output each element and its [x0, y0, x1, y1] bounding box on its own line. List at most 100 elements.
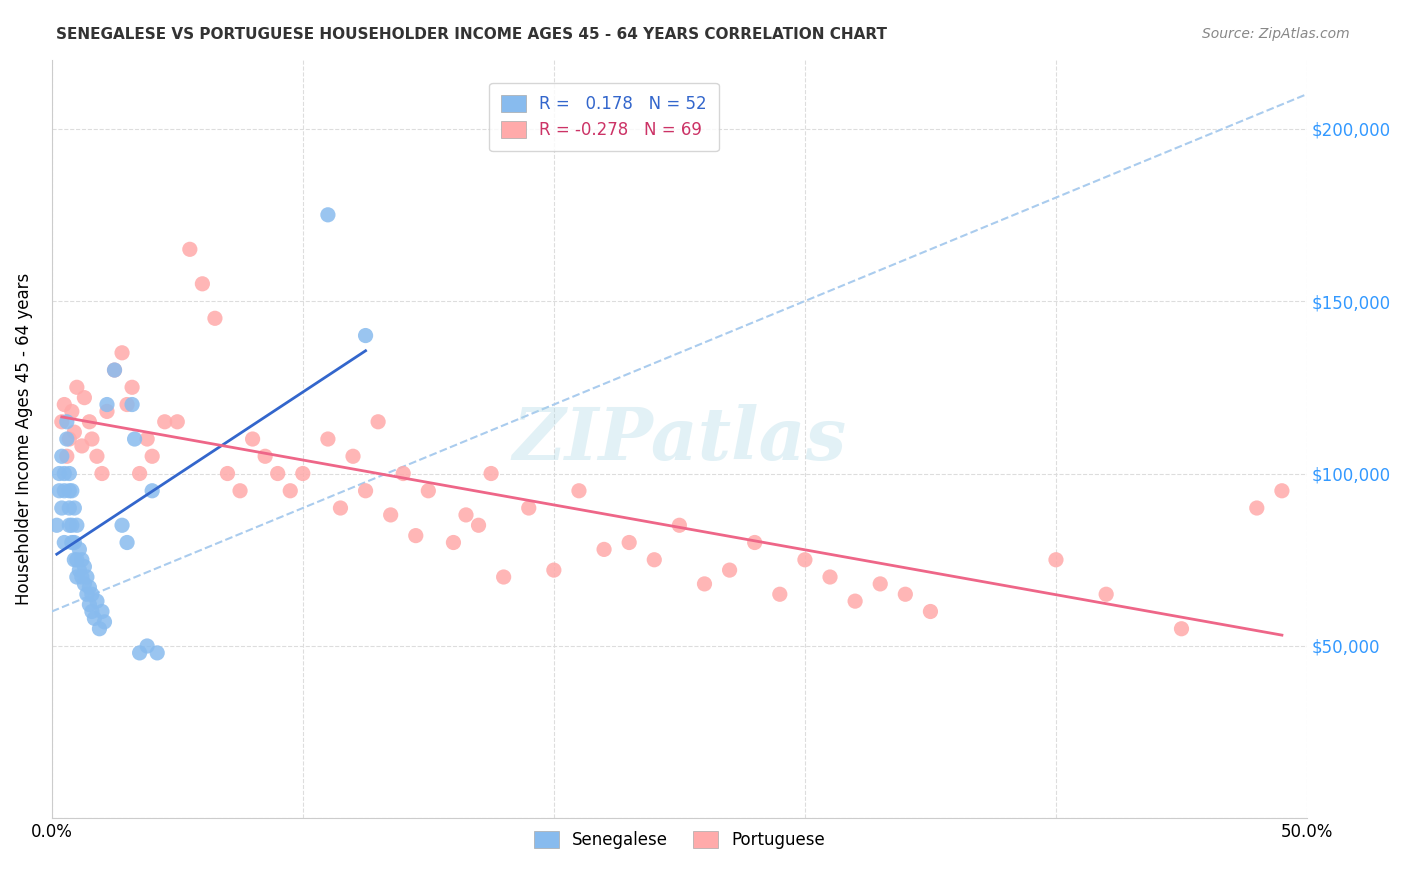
Point — [254, 450, 277, 464]
Point — [128, 467, 150, 481]
Point — [103, 363, 125, 377]
Point — [121, 380, 143, 394]
Point — [121, 398, 143, 412]
Point — [63, 535, 86, 549]
Point — [96, 404, 118, 418]
Point — [844, 594, 866, 608]
Point — [66, 518, 89, 533]
Point — [769, 587, 792, 601]
Point — [568, 483, 591, 498]
Point — [316, 208, 339, 222]
Point — [53, 398, 76, 412]
Point — [124, 432, 146, 446]
Point — [66, 553, 89, 567]
Point — [229, 483, 252, 498]
Point — [153, 415, 176, 429]
Point — [60, 483, 83, 498]
Point — [380, 508, 402, 522]
Point — [744, 535, 766, 549]
Point — [693, 577, 716, 591]
Point — [60, 404, 83, 418]
Point — [73, 577, 96, 591]
Point — [67, 542, 90, 557]
Point — [70, 439, 93, 453]
Point — [454, 508, 477, 522]
Point — [48, 467, 70, 481]
Point — [86, 450, 108, 464]
Point — [66, 380, 89, 394]
Point — [51, 450, 73, 464]
Point — [58, 432, 80, 446]
Point — [793, 553, 815, 567]
Point — [111, 518, 134, 533]
Point — [278, 483, 301, 498]
Point — [79, 415, 101, 429]
Point — [329, 501, 352, 516]
Point — [76, 570, 98, 584]
Point — [405, 528, 427, 542]
Point — [60, 518, 83, 533]
Point — [79, 580, 101, 594]
Point — [718, 563, 741, 577]
Point — [53, 483, 76, 498]
Point — [392, 467, 415, 481]
Point — [1170, 622, 1192, 636]
Point — [63, 425, 86, 439]
Point — [141, 450, 163, 464]
Point — [191, 277, 214, 291]
Point — [83, 611, 105, 625]
Point — [441, 535, 464, 549]
Text: SENEGALESE VS PORTUGUESE HOUSEHOLDER INCOME AGES 45 - 64 YEARS CORRELATION CHART: SENEGALESE VS PORTUGUESE HOUSEHOLDER INC… — [56, 27, 887, 42]
Point — [53, 467, 76, 481]
Point — [267, 467, 290, 481]
Point — [70, 553, 93, 567]
Point — [56, 432, 79, 446]
Point — [166, 415, 188, 429]
Point — [111, 346, 134, 360]
Point — [1095, 587, 1118, 601]
Point — [869, 577, 891, 591]
Point — [492, 570, 515, 584]
Point — [1045, 553, 1067, 567]
Point — [418, 483, 440, 498]
Point — [51, 415, 73, 429]
Point — [56, 450, 79, 464]
Point — [115, 535, 138, 549]
Point — [91, 467, 114, 481]
Point — [291, 467, 314, 481]
Point — [643, 553, 665, 567]
Point — [517, 501, 540, 516]
Point — [80, 587, 103, 601]
Point — [58, 501, 80, 516]
Point — [58, 483, 80, 498]
Text: Source: ZipAtlas.com: Source: ZipAtlas.com — [1202, 27, 1350, 41]
Point — [51, 501, 73, 516]
Point — [89, 622, 111, 636]
Point — [136, 639, 159, 653]
Point — [668, 518, 690, 533]
Point — [86, 594, 108, 608]
Point — [128, 646, 150, 660]
Point — [146, 646, 169, 660]
Point — [67, 563, 90, 577]
Point — [1271, 483, 1294, 498]
Point — [136, 432, 159, 446]
Point — [316, 432, 339, 446]
Point — [103, 363, 125, 377]
Legend: R =   0.178   N = 52, R = -0.278   N = 69: R = 0.178 N = 52, R = -0.278 N = 69 — [489, 83, 718, 151]
Text: ZIPatlas: ZIPatlas — [512, 403, 846, 475]
Point — [96, 398, 118, 412]
Point — [1246, 501, 1268, 516]
Point — [79, 598, 101, 612]
Point — [58, 518, 80, 533]
Point — [93, 615, 115, 629]
Point — [63, 501, 86, 516]
Point — [80, 605, 103, 619]
Point — [53, 535, 76, 549]
Point — [63, 553, 86, 567]
Point — [593, 542, 616, 557]
Point — [354, 483, 377, 498]
Point — [91, 605, 114, 619]
Point — [354, 328, 377, 343]
Point — [617, 535, 640, 549]
